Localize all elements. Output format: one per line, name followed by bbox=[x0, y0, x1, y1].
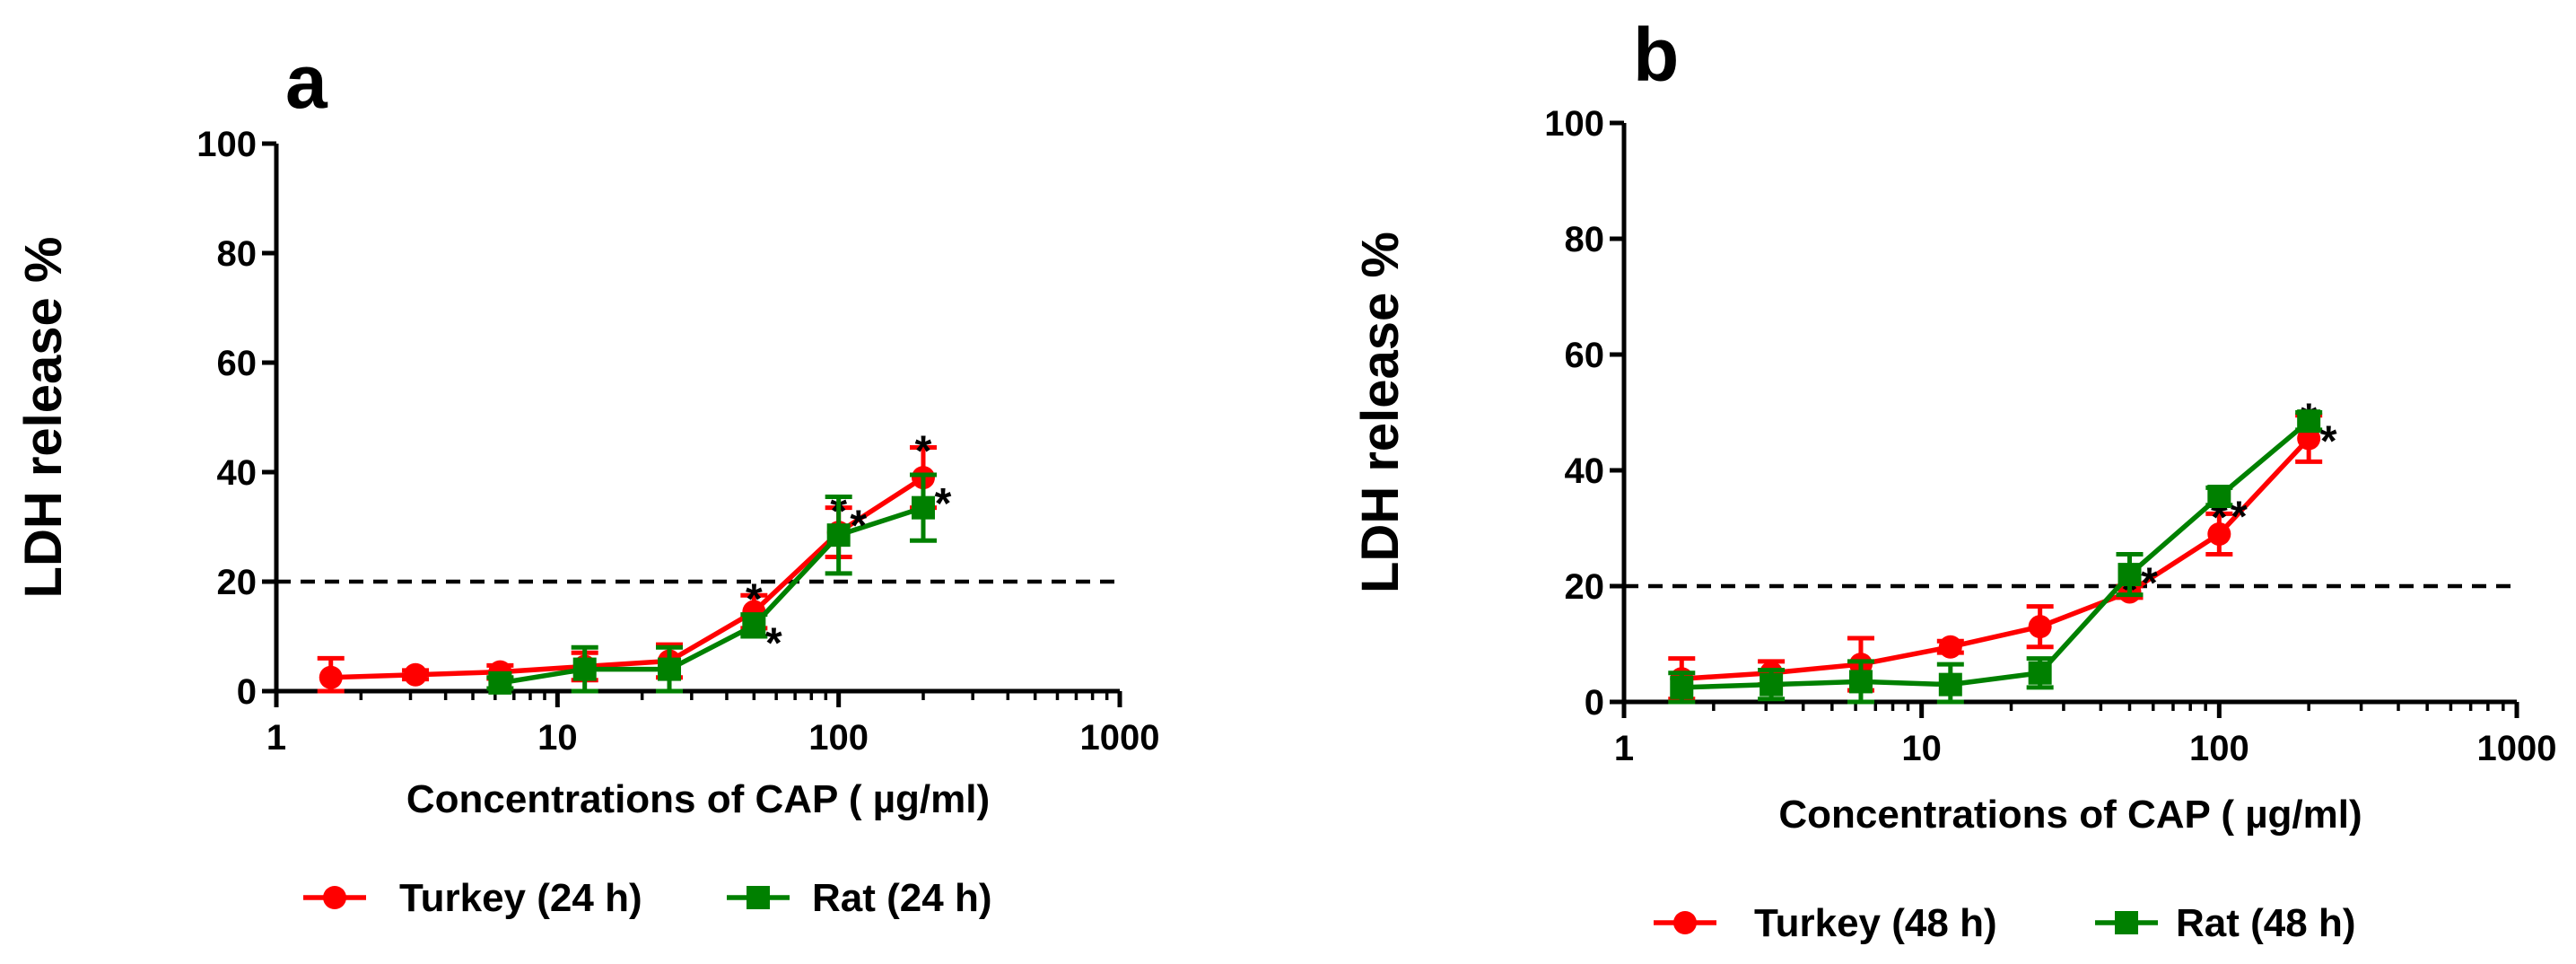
y-axis-label: LDH release % bbox=[14, 237, 73, 599]
data-point-square bbox=[742, 613, 766, 637]
series-line-square bbox=[499, 505, 924, 686]
legend-label: Turkey (24 h) bbox=[399, 876, 642, 920]
data-point-square bbox=[1760, 672, 1784, 697]
y-tick-label: 100 bbox=[1544, 104, 1604, 144]
y-tick-label: 80 bbox=[1565, 220, 1605, 259]
data-point-square bbox=[1848, 670, 1873, 694]
legend-label: Rat (48 h) bbox=[2176, 901, 2355, 945]
x-axis-label: Concentrations of CAP ( µg/ml) bbox=[1778, 793, 2362, 837]
significance-asterisk: * bbox=[935, 480, 952, 528]
legend-marker-circle bbox=[1673, 911, 1697, 934]
chart-panel-a: a 0 20 40 60 80 100 1 10 100 1000 Concentrations of… bbox=[14, 39, 1159, 920]
data-point-square bbox=[1670, 675, 1694, 699]
legend-label: Rat (24 h) bbox=[812, 876, 991, 920]
significance-asterisk: * bbox=[765, 620, 782, 668]
data-point-square bbox=[2207, 485, 2231, 509]
chart-panel-b: b 0 20 40 60 80 100 1 10 100 1000 Concentrations of… bbox=[1351, 13, 2556, 945]
y-tick-label: 40 bbox=[217, 453, 258, 493]
panel-label: a bbox=[285, 39, 328, 124]
data-point-circle bbox=[1938, 635, 1962, 659]
series-line-square bbox=[1681, 419, 2310, 690]
x-tick-label: 10 bbox=[537, 718, 578, 758]
y-tick-label: 80 bbox=[217, 234, 258, 274]
series-line-circle bbox=[1681, 436, 2311, 681]
x-tick-label: 1 bbox=[266, 718, 286, 758]
data-point-circle bbox=[319, 665, 343, 689]
data-point-square bbox=[911, 495, 935, 520]
y-axis-label: LDH release % bbox=[1351, 232, 1410, 593]
y-tick-label: 20 bbox=[217, 563, 258, 602]
data-point-square bbox=[826, 523, 851, 548]
data-point-square bbox=[488, 670, 512, 695]
y-tick-label: 20 bbox=[1565, 567, 1605, 607]
panel-label: b bbox=[1633, 13, 1679, 97]
x-tick-label: 1 bbox=[1614, 729, 1634, 768]
data-point-circle bbox=[2028, 615, 2052, 639]
x-tick-label: 10 bbox=[1901, 729, 1942, 768]
significance-asterisk: * bbox=[2141, 560, 2158, 608]
x-tick-label: 100 bbox=[808, 718, 869, 758]
series-line-circle bbox=[330, 475, 925, 680]
legend-marker-circle bbox=[323, 886, 346, 909]
data-point-circle bbox=[2207, 521, 2231, 546]
significance-asterisk: * bbox=[915, 428, 932, 476]
significance-asterisk: * bbox=[2231, 493, 2248, 540]
y-tick-label: 0 bbox=[237, 672, 257, 712]
significance-asterisk: * bbox=[850, 502, 867, 549]
y-tick-label: 60 bbox=[1565, 336, 1605, 375]
y-tick-label: 60 bbox=[217, 344, 258, 383]
data-point-circle bbox=[404, 662, 428, 687]
x-tick-label: 100 bbox=[2189, 729, 2249, 768]
data-point-square bbox=[2028, 661, 2052, 685]
data-point-square bbox=[2118, 563, 2142, 587]
data-point-square bbox=[658, 657, 682, 681]
x-tick-label: 1000 bbox=[2477, 729, 2557, 768]
significance-asterisk: * bbox=[2320, 418, 2337, 466]
y-tick-label: 0 bbox=[1585, 683, 1604, 723]
x-axis-label: Concentrations of CAP ( µg/ml) bbox=[406, 777, 990, 821]
legend-marker-square bbox=[747, 886, 770, 909]
data-point-square bbox=[572, 657, 597, 681]
y-tick-label: 100 bbox=[196, 125, 257, 164]
y-tick-label: 40 bbox=[1565, 451, 1605, 491]
legend-marker-square bbox=[2115, 911, 2138, 934]
x-tick-label: 1000 bbox=[1080, 718, 1160, 758]
data-point-square bbox=[1938, 672, 1962, 697]
significance-asterisk: * bbox=[746, 575, 763, 623]
data-point-square bbox=[2297, 409, 2321, 434]
legend-label: Turkey (48 h) bbox=[1754, 901, 1997, 945]
